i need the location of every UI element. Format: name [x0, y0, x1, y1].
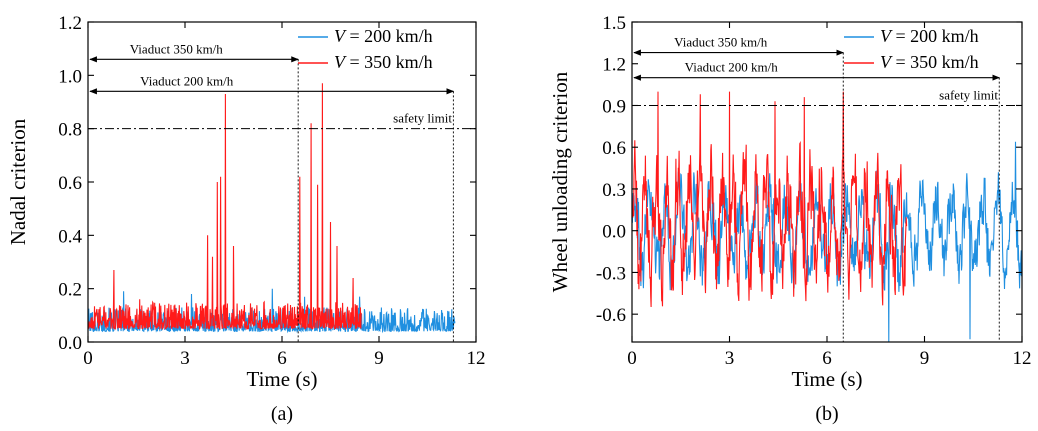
x-axis-label: Time (s) — [247, 367, 318, 391]
panel-label: (b) — [815, 403, 838, 425]
plot-area — [88, 83, 456, 334]
y-tick-label: 0.8 — [58, 120, 82, 141]
chart-panel-a: safety limit Viaduct 350 km/h Viaduct 200 … — [6, 13, 486, 425]
y-tick-label: 1.5 — [602, 13, 626, 34]
x-tick-label: 3 — [180, 348, 190, 369]
span-label-viaduct-350: Viaduct 350 km/h — [130, 41, 224, 56]
x-tick-label: 12 — [1013, 348, 1032, 369]
y-tick-label: 0.2 — [58, 280, 82, 301]
series-line-v350 — [88, 83, 362, 331]
x-tick-label: 6 — [277, 348, 287, 369]
y-tick-label: 0.0 — [58, 333, 82, 354]
y-axis-label: Wheel unloading criterion — [548, 71, 572, 292]
y-tick-label: 0.4 — [58, 226, 82, 247]
y-tick-label: 0.6 — [602, 138, 626, 159]
y-tick-label: 1.0 — [58, 66, 82, 87]
x-tick-label: 6 — [822, 348, 832, 369]
legend-entry: V = 200 km/h — [334, 26, 433, 46]
series-line-v350 — [632, 91, 908, 308]
y-tick-label: -0.6 — [596, 305, 626, 326]
y-tick-label: 0.0 — [602, 222, 626, 243]
y-tick-label: 0.9 — [602, 96, 626, 117]
span-label-viaduct-200: Viaduct 200 km/h — [685, 60, 779, 75]
legend-entry: V = 350 km/h — [880, 52, 979, 72]
panel-label: (a) — [271, 403, 293, 425]
x-tick-label: 0 — [627, 348, 637, 369]
y-tick-label: 1.2 — [58, 13, 82, 34]
x-tick-label: 9 — [920, 348, 930, 369]
x-tick-label: 12 — [467, 348, 486, 369]
x-tick-label: 0 — [83, 348, 93, 369]
span-label-viaduct-200: Viaduct 200 km/h — [140, 73, 234, 88]
series-line-v200 — [88, 288, 456, 334]
x-tick-label: 9 — [374, 348, 384, 369]
y-tick-label: 0.6 — [58, 173, 82, 194]
y-tick-label: 1.2 — [602, 55, 626, 76]
safety-limit-label: safety limit — [939, 87, 998, 102]
x-axis-label: Time (s) — [792, 367, 863, 391]
safety-limit-label: safety limit — [393, 111, 452, 126]
chart-panel-b: safety limit Viaduct 350 km/h Viaduct 200 … — [548, 13, 1032, 425]
x-tick-label: 3 — [725, 348, 735, 369]
legend-entry: V = 200 km/h — [880, 26, 979, 46]
legend-entry: V = 350 km/h — [334, 52, 433, 72]
span-label-viaduct-350: Viaduct 350 km/h — [674, 35, 768, 50]
y-tick-label: -0.3 — [596, 263, 626, 284]
plot-area — [632, 91, 1022, 342]
y-axis-label: Nadal criterion — [6, 118, 30, 245]
y-tick-label: 0.3 — [602, 180, 626, 201]
